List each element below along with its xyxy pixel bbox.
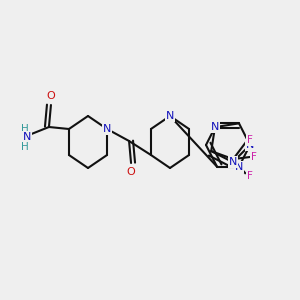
Text: N: N: [211, 122, 219, 132]
Text: O: O: [46, 91, 55, 101]
Text: O: O: [127, 167, 135, 177]
Text: H: H: [21, 124, 29, 134]
Text: N: N: [23, 132, 31, 142]
Text: N: N: [229, 157, 237, 167]
Text: N: N: [235, 162, 243, 172]
Text: F: F: [251, 152, 257, 162]
Text: N: N: [166, 111, 174, 121]
Text: H: H: [21, 142, 29, 152]
Text: N: N: [246, 140, 254, 150]
Text: N: N: [103, 124, 111, 134]
Text: F: F: [247, 171, 253, 181]
Text: F: F: [247, 135, 253, 145]
